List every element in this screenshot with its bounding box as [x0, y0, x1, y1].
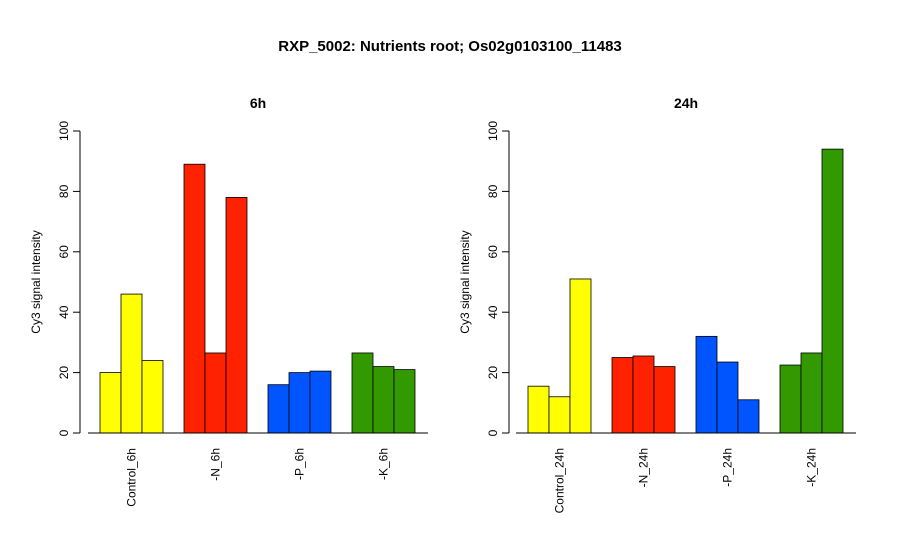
- y-tick-label: 0: [57, 429, 71, 436]
- bar: [372, 366, 395, 434]
- category-label: -P_24h: [721, 448, 735, 487]
- bar: [267, 384, 290, 434]
- main-title: RXP_5002: Nutrients root; Os02g0103100_1…: [278, 38, 622, 55]
- bar: [632, 355, 655, 434]
- bar: [611, 357, 634, 434]
- category-label: -P_6h: [293, 448, 307, 480]
- category-label: -N_24h: [637, 448, 651, 487]
- panel-title: 24h: [674, 95, 698, 111]
- bar: [393, 369, 416, 434]
- y-tick-label: 60: [57, 245, 71, 259]
- bar: [527, 385, 550, 434]
- bar: [716, 361, 739, 434]
- y-tick-label: 0: [486, 429, 500, 436]
- category-label: Control_24h: [553, 448, 567, 513]
- y-tick-label: 100: [486, 121, 500, 141]
- y-tick-label: 80: [486, 184, 500, 198]
- bar: [737, 399, 760, 434]
- category-label: -K_6h: [377, 448, 391, 480]
- panel-title: 6h: [250, 95, 266, 111]
- bar: [569, 278, 592, 434]
- bar: [779, 364, 802, 434]
- bar: [309, 370, 332, 434]
- bar: [225, 197, 248, 434]
- y-axis-label: Cy3 signal intensity: [29, 230, 43, 333]
- y-tick-label: 60: [486, 245, 500, 259]
- bar: [288, 372, 311, 434]
- y-tick-label: 80: [57, 184, 71, 198]
- bar: [351, 352, 374, 434]
- y-tick-label: 40: [486, 305, 500, 319]
- y-tick-label: 100: [57, 121, 71, 141]
- bar: [120, 293, 143, 434]
- category-label: Control_6h: [125, 448, 139, 507]
- category-label: -N_6h: [209, 448, 223, 481]
- y-tick-label: 40: [57, 305, 71, 319]
- bar: [204, 352, 227, 434]
- bar: [695, 335, 718, 434]
- y-axis-label: Cy3 signal intensity: [458, 230, 472, 333]
- y-tick-label: 20: [57, 366, 71, 380]
- bar: [141, 360, 164, 434]
- bar: [821, 148, 844, 434]
- bar: [653, 366, 676, 434]
- y-tick-label: 20: [486, 366, 500, 380]
- category-label: -K_24h: [805, 448, 819, 487]
- bar: [548, 396, 571, 434]
- bar: [183, 163, 206, 434]
- bar: [99, 372, 122, 434]
- bar: [800, 352, 823, 434]
